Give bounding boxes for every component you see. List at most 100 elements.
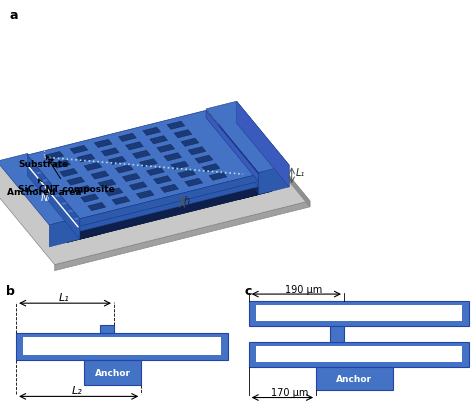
Polygon shape	[118, 134, 137, 142]
Polygon shape	[174, 138, 192, 146]
Polygon shape	[70, 146, 88, 154]
Polygon shape	[171, 169, 189, 177]
Polygon shape	[139, 166, 157, 175]
Polygon shape	[98, 180, 116, 188]
Polygon shape	[69, 194, 146, 217]
Polygon shape	[136, 198, 154, 207]
Bar	[84, 360, 141, 385]
Polygon shape	[195, 156, 213, 164]
Polygon shape	[115, 173, 133, 181]
Polygon shape	[209, 180, 227, 188]
Polygon shape	[91, 171, 109, 180]
Polygon shape	[112, 204, 130, 212]
Polygon shape	[258, 166, 289, 195]
Polygon shape	[27, 124, 258, 232]
Polygon shape	[150, 136, 168, 145]
Polygon shape	[88, 210, 106, 218]
Polygon shape	[174, 130, 192, 139]
Polygon shape	[181, 146, 199, 154]
Polygon shape	[238, 184, 271, 200]
Polygon shape	[185, 186, 203, 194]
Polygon shape	[139, 159, 157, 168]
Text: Nₗ: Nₗ	[41, 192, 50, 202]
Polygon shape	[159, 154, 235, 177]
Polygon shape	[206, 111, 258, 182]
Polygon shape	[206, 125, 213, 128]
Text: Anchor: Anchor	[95, 368, 131, 377]
Polygon shape	[67, 226, 100, 243]
Polygon shape	[146, 175, 164, 183]
Polygon shape	[225, 148, 232, 151]
Bar	[100, 325, 114, 333]
Polygon shape	[94, 147, 112, 156]
Polygon shape	[67, 230, 100, 243]
Text: L₁: L₁	[295, 168, 305, 178]
Bar	[23, 337, 221, 356]
Bar	[316, 367, 392, 390]
Text: a: a	[9, 9, 18, 22]
Polygon shape	[55, 177, 133, 198]
Polygon shape	[169, 166, 248, 188]
Polygon shape	[178, 177, 196, 186]
Polygon shape	[27, 132, 258, 240]
Polygon shape	[206, 118, 258, 187]
Polygon shape	[178, 177, 254, 199]
Polygon shape	[77, 162, 95, 170]
Polygon shape	[186, 128, 271, 200]
Polygon shape	[122, 174, 140, 182]
Polygon shape	[232, 156, 238, 159]
Polygon shape	[15, 171, 100, 243]
Polygon shape	[132, 151, 150, 159]
Polygon shape	[108, 157, 126, 165]
Polygon shape	[33, 168, 40, 172]
Polygon shape	[154, 183, 172, 192]
Polygon shape	[185, 179, 203, 187]
Polygon shape	[131, 121, 210, 142]
Polygon shape	[53, 160, 71, 169]
Polygon shape	[175, 174, 254, 196]
Bar	[249, 301, 469, 326]
Polygon shape	[178, 170, 196, 179]
Polygon shape	[74, 186, 91, 194]
Polygon shape	[101, 148, 119, 157]
Polygon shape	[53, 168, 71, 176]
Polygon shape	[101, 156, 119, 164]
Text: c: c	[244, 284, 251, 297]
Polygon shape	[136, 191, 154, 199]
Polygon shape	[58, 199, 65, 202]
Polygon shape	[75, 202, 152, 225]
Polygon shape	[0, 154, 80, 226]
Polygon shape	[67, 192, 146, 213]
Polygon shape	[167, 129, 185, 137]
Polygon shape	[167, 122, 185, 130]
Polygon shape	[163, 159, 242, 181]
Text: Anchored area: Anchored area	[7, 179, 82, 196]
Polygon shape	[56, 179, 133, 202]
Polygon shape	[129, 182, 147, 191]
Polygon shape	[171, 169, 248, 192]
Text: Anchor: Anchor	[337, 374, 373, 383]
Polygon shape	[188, 155, 206, 163]
Polygon shape	[84, 163, 102, 171]
Polygon shape	[126, 149, 144, 158]
Polygon shape	[88, 203, 106, 211]
Text: Substrate: Substrate	[18, 160, 68, 169]
Polygon shape	[157, 152, 175, 160]
Polygon shape	[63, 187, 139, 210]
Polygon shape	[27, 111, 258, 219]
Polygon shape	[219, 140, 226, 144]
Polygon shape	[80, 175, 258, 226]
Bar	[255, 347, 462, 362]
Polygon shape	[202, 171, 220, 180]
Polygon shape	[156, 151, 235, 173]
Polygon shape	[164, 160, 182, 169]
Polygon shape	[231, 106, 310, 207]
Polygon shape	[46, 183, 52, 187]
Polygon shape	[73, 200, 152, 221]
Polygon shape	[206, 102, 289, 173]
Polygon shape	[0, 106, 310, 265]
Polygon shape	[146, 168, 164, 176]
Text: 170 μm: 170 μm	[271, 387, 308, 397]
Polygon shape	[108, 164, 126, 173]
Polygon shape	[219, 120, 271, 192]
